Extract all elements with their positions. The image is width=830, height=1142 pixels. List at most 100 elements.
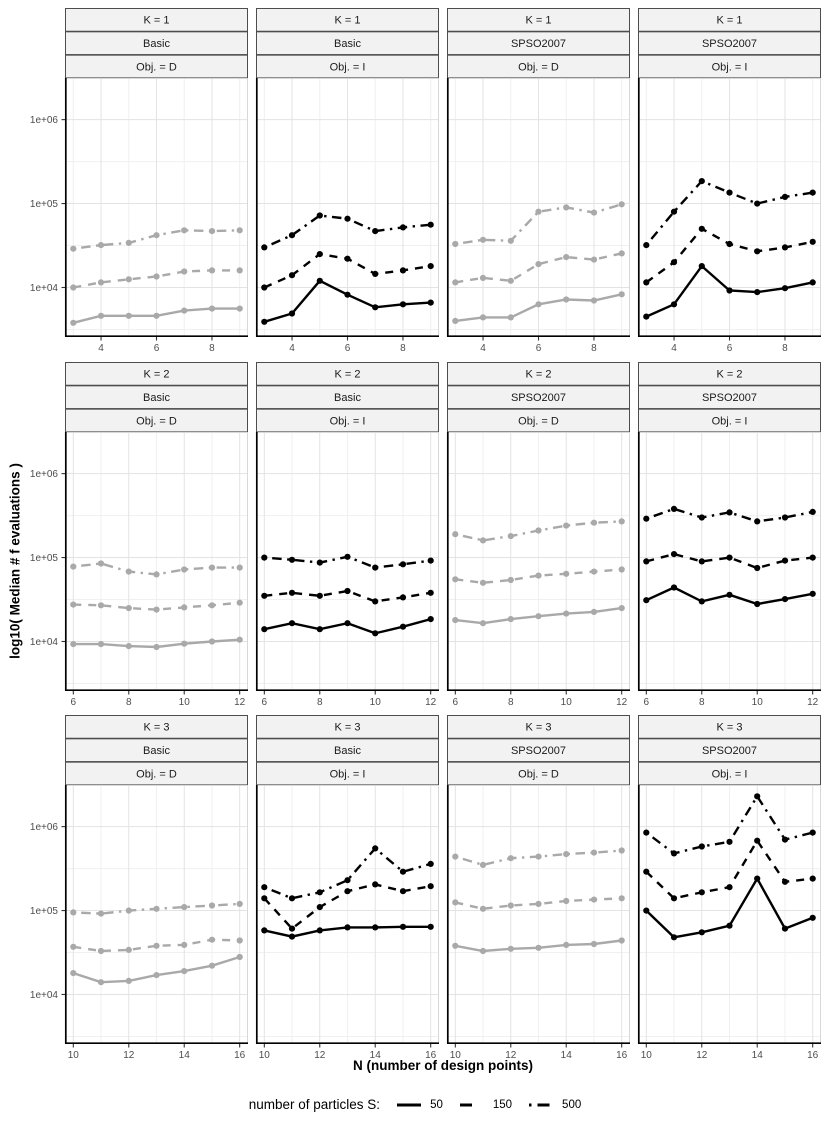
series-points-S150 [452, 895, 625, 912]
facet-strip-label: K = 1 [144, 15, 170, 27]
data-point [670, 850, 678, 857]
x-tick-label: 6 [154, 343, 160, 354]
data-point [236, 564, 243, 571]
data-point [427, 860, 434, 868]
data-point [427, 589, 434, 596]
gridlines-major [448, 786, 629, 1043]
data-point [208, 305, 216, 312]
data-point [781, 925, 789, 932]
gridlines-major [448, 79, 629, 336]
data-point [507, 945, 514, 952]
data-point [479, 579, 487, 586]
data-point [427, 616, 434, 623]
data-point [618, 895, 625, 902]
data-point [507, 855, 514, 862]
data-point [399, 623, 407, 630]
y-tick-label: 1e+04 [30, 283, 59, 294]
data-point [670, 895, 678, 902]
facet-panel-K=2-SPSO2007-I: K = 2 SPSO2007 Obj. = I 6 8 10 12 [637, 362, 821, 708]
series-points-S50 [261, 277, 434, 325]
data-point [288, 556, 296, 563]
facet-panel-K=3-Basic-D: K = 3 Basic Obj. = D 10 12 14 16 1e+06 1e+05 1e+0… [30, 715, 248, 1061]
x-tick-label: 6 [262, 697, 268, 708]
facet-strip [447, 761, 630, 786]
series-points-S150 [643, 551, 816, 572]
x-tick-label: 12 [425, 697, 437, 708]
facet-strip [638, 362, 821, 386]
series-points-S50 [643, 263, 816, 320]
data-point [97, 279, 105, 286]
data-point [726, 189, 733, 196]
data-point [670, 551, 678, 558]
data-point [809, 590, 816, 597]
x-tick-label: 8 [126, 697, 132, 708]
facet-strip [256, 31, 439, 56]
series-points-S150 [452, 250, 625, 286]
data-point [479, 861, 487, 869]
gridlines-minor [257, 786, 438, 1043]
data-point [507, 314, 514, 321]
data-point [563, 610, 570, 617]
data-point [754, 837, 761, 844]
data-point [726, 287, 733, 294]
data-point [70, 970, 77, 977]
x-tick-label: 10 [450, 1050, 462, 1061]
data-point [372, 228, 379, 235]
data-point [372, 270, 379, 277]
facet-strip [65, 715, 248, 739]
data-point [153, 942, 160, 949]
data-point [97, 947, 105, 955]
data-point [153, 972, 160, 979]
facet-strip [447, 362, 630, 386]
x-tick-label: 12 [505, 1050, 517, 1061]
data-point [372, 598, 379, 605]
facet-strip [65, 408, 248, 433]
data-point [507, 533, 514, 540]
data-point [479, 236, 487, 243]
gridlines-major [66, 433, 247, 690]
data-point [181, 904, 188, 911]
data-point [70, 284, 77, 291]
series-points-S500 [70, 560, 243, 578]
dotdash-line-sample-icon [529, 1103, 554, 1106]
y-tick-label: 1e+06 [30, 115, 59, 126]
facet-strip [256, 408, 439, 433]
data-point [208, 638, 216, 645]
series-points-S500 [452, 518, 625, 544]
data-point [670, 505, 678, 512]
data-point [399, 224, 407, 231]
facet-panel-K=3-SPSO2007-I: K = 3 SPSO2007 Obj. = I 10 12 14 16 [637, 715, 821, 1061]
data-point [670, 934, 678, 941]
data-point [590, 896, 598, 903]
facet-strip-label: Obj. = D [136, 61, 177, 73]
facet-strip [65, 54, 248, 79]
facet-strip [447, 385, 630, 410]
data-point [726, 509, 733, 516]
data-point [288, 620, 296, 627]
x-tick-label: 10 [179, 697, 191, 708]
data-point [288, 310, 296, 317]
data-point [563, 851, 570, 858]
y-axis-title: log10( Median # f evaluations ) [7, 463, 23, 659]
series-points-S500 [261, 845, 434, 902]
facet-strip [638, 715, 821, 739]
data-point [97, 641, 105, 648]
facet-strip-label: K = 2 [144, 369, 170, 381]
data-point [535, 527, 542, 534]
data-point [563, 204, 570, 211]
data-point [809, 914, 816, 921]
gridlines-minor [448, 433, 629, 690]
facet-panel-K=3-SPSO2007-D: K = 3 SPSO2007 Obj. = D 10 12 14 16 [446, 715, 630, 1061]
data-point [507, 616, 514, 623]
data-point [563, 296, 570, 303]
facet-strip-label: K = 2 [526, 369, 552, 381]
data-point [452, 853, 459, 860]
data-point [125, 946, 132, 954]
data-point [535, 261, 542, 268]
data-point [236, 305, 243, 312]
data-point [781, 596, 789, 603]
facet-strip [447, 715, 630, 739]
facet-panel-K=1-Basic-D: K = 1 Basic Obj. = D 4 6 8 1e+06 1e+05 1e+04 [30, 8, 248, 354]
x-tick-label: 12 [314, 1050, 326, 1061]
